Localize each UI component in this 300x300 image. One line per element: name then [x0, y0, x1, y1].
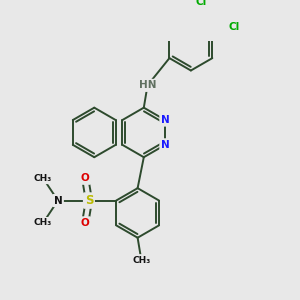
Text: Cl: Cl	[229, 22, 240, 32]
Text: O: O	[81, 173, 90, 183]
Text: N: N	[54, 196, 62, 206]
Text: CH₃: CH₃	[34, 218, 52, 227]
Text: S: S	[85, 194, 93, 207]
Text: Cl: Cl	[195, 0, 206, 8]
Text: CH₃: CH₃	[34, 174, 52, 183]
Text: CH₃: CH₃	[132, 256, 151, 265]
Text: O: O	[81, 218, 90, 228]
Text: N: N	[161, 140, 170, 150]
Text: HN: HN	[139, 80, 156, 90]
Text: N: N	[161, 115, 170, 125]
